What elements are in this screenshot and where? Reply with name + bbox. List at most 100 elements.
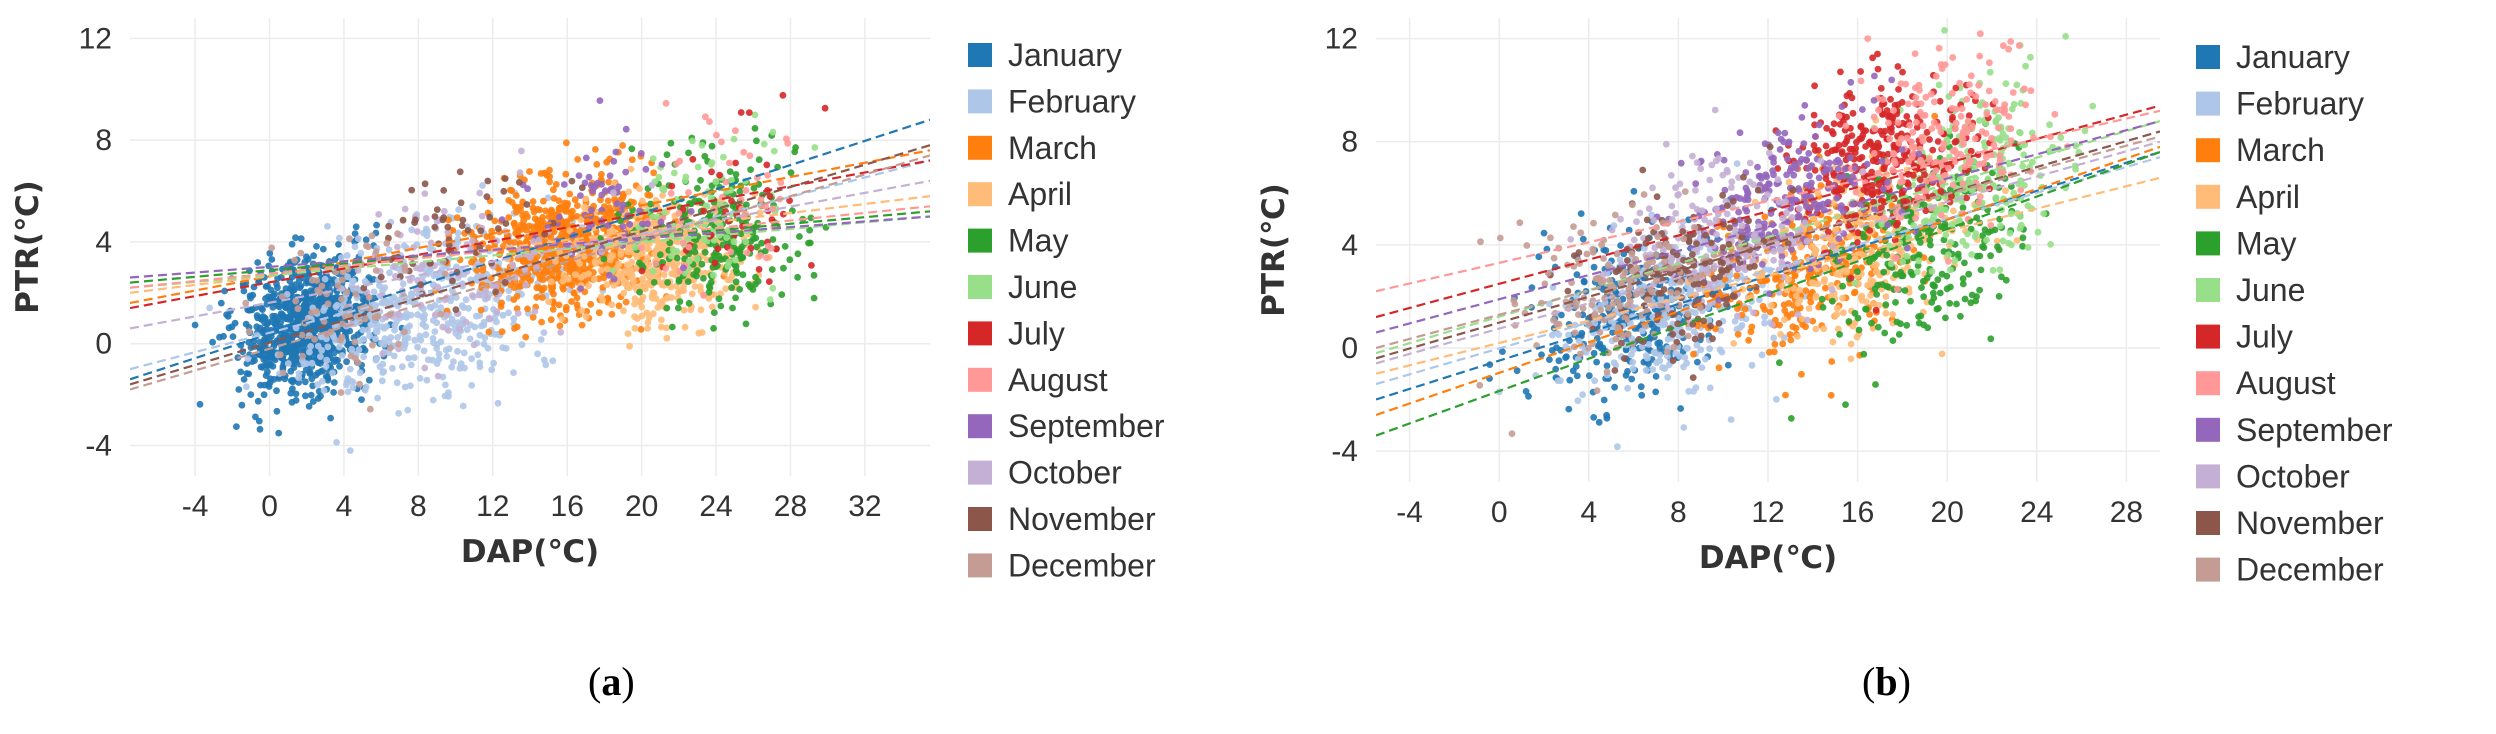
scatter-point (421, 190, 429, 198)
scatter-point (220, 332, 227, 340)
scatter-point (439, 216, 447, 224)
scatter-point (279, 265, 286, 273)
scatter-point (582, 313, 590, 321)
scatter-point (360, 335, 368, 343)
scatter-point (746, 152, 754, 160)
scatter-point (305, 403, 313, 410)
scatter-point (500, 187, 508, 195)
scatter-point (1995, 293, 2003, 300)
scatter-point (610, 189, 617, 197)
scatter-point (307, 343, 314, 350)
scatter-points (191, 91, 830, 454)
scatter-point (301, 378, 309, 386)
scatter-point (470, 341, 478, 349)
scatter-point (229, 333, 237, 340)
scatter-point (298, 331, 306, 339)
scatter-point (663, 151, 671, 159)
scatter-point (437, 304, 445, 311)
scatter-point (379, 360, 387, 368)
x-tick-label: 12 (476, 490, 509, 523)
scatter-point (434, 372, 442, 380)
scatter-point (779, 91, 787, 99)
scatter-point (690, 271, 697, 278)
regression-lines (130, 118, 930, 391)
scatter-point (287, 377, 295, 385)
scatter-point (519, 212, 527, 220)
scatter-point (469, 237, 476, 245)
scatter-point (337, 389, 345, 396)
scatter-point (1859, 251, 1867, 258)
scatter-point (606, 204, 613, 212)
scatter-point (498, 299, 505, 307)
scatter-point (660, 271, 668, 279)
scatter-point (2034, 228, 2042, 236)
scatter-point (479, 267, 487, 274)
scatter-point (557, 328, 565, 336)
scatter-point (1976, 286, 1983, 294)
scatter-point (728, 197, 735, 205)
scatter-point (778, 291, 786, 298)
scatter-point (1697, 346, 1705, 354)
scatter-point (636, 288, 643, 296)
scatter-point (1787, 336, 1795, 344)
y-tick-label: 0 (1341, 332, 1358, 365)
gridlines (130, 18, 930, 476)
scatter-point (726, 168, 734, 176)
scatter-point (1702, 355, 1709, 363)
scatter-point (367, 321, 375, 329)
scatter-point (642, 165, 650, 173)
scatter-point (394, 334, 401, 341)
x-tick-label: 32 (848, 490, 881, 523)
scatter-point (391, 326, 398, 334)
scatter-point (1986, 68, 1994, 76)
scatter-point (456, 256, 464, 264)
scatter-point (698, 141, 706, 149)
scatter-point (810, 294, 818, 302)
scatter-point (1565, 405, 1573, 413)
x-tick-label: 0 (1491, 496, 1508, 529)
scatter-point (295, 370, 303, 377)
scatter-point (555, 204, 563, 212)
scatter-point (659, 185, 666, 193)
scatter-point (403, 310, 410, 317)
scatter-point (1622, 372, 1630, 379)
scatter-point (726, 276, 734, 284)
scatter-point (674, 304, 682, 312)
scatter-point (1872, 268, 1880, 276)
scatter-point (1768, 302, 1775, 309)
scatter-point (1822, 284, 1829, 292)
scatter-point (1895, 246, 1903, 254)
scatter-point (365, 376, 373, 384)
scatter-point (338, 352, 346, 359)
scatter-point (1715, 364, 1723, 372)
scatter-point (784, 139, 792, 147)
scatter-point (585, 173, 593, 181)
scatter-point (751, 124, 759, 132)
y-tick-label: -4 (1331, 435, 1358, 468)
scatter-point (743, 249, 751, 257)
scatter-point (1727, 416, 1735, 423)
scatter-point (244, 355, 252, 363)
scatter-point (406, 277, 414, 284)
scatter-point (535, 271, 543, 278)
scatter-point (1893, 318, 1901, 326)
scatter-point (238, 401, 246, 409)
scatter-point (691, 283, 699, 290)
scatter-point (756, 209, 764, 217)
scatter-point (1869, 300, 1877, 308)
scatter-point (1694, 358, 1701, 366)
legend-label: February (1008, 83, 1136, 119)
scatter-point (2019, 242, 2026, 250)
scatter-point (498, 328, 506, 336)
scatter-point (596, 97, 604, 104)
trend-line-december (130, 154, 930, 391)
scatter-point (1812, 246, 1820, 254)
scatter-point (708, 159, 716, 167)
scatter-point (656, 299, 664, 307)
scatter-point (247, 294, 254, 302)
scatter-point (1907, 297, 1914, 305)
scatter-point (1854, 314, 1862, 322)
scatter-point (558, 231, 565, 238)
scatter-point (609, 212, 617, 220)
scatter-point (688, 290, 696, 298)
